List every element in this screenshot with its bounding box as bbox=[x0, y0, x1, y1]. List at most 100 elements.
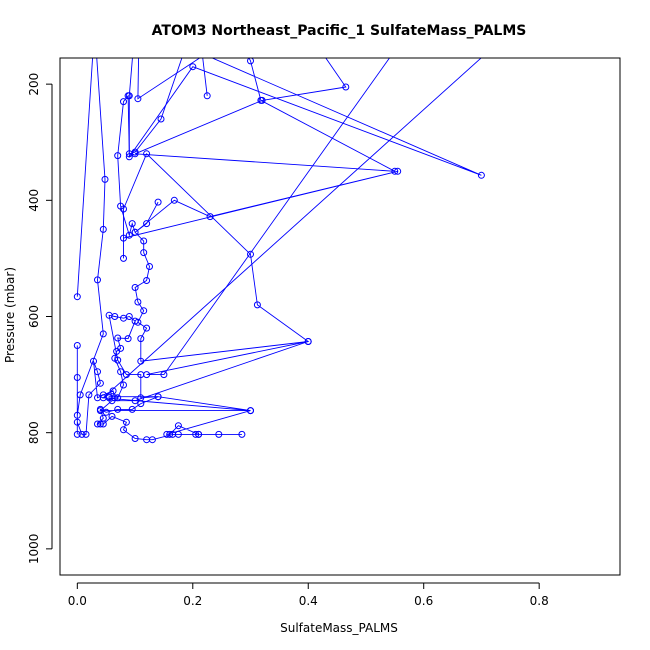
data-point bbox=[160, 371, 168, 379]
data-point bbox=[96, 379, 104, 387]
data-point bbox=[154, 393, 162, 401]
y-axis: 200 400 600 800 1000 bbox=[27, 73, 53, 565]
y-tick-label: 800 bbox=[27, 421, 41, 444]
data-point bbox=[203, 92, 211, 100]
data-point bbox=[342, 83, 350, 91]
data-point bbox=[157, 115, 165, 123]
data-point bbox=[134, 318, 142, 326]
data-point bbox=[117, 368, 125, 376]
data-point bbox=[134, 95, 142, 103]
x-tick-label: 0.4 bbox=[299, 594, 318, 608]
data-point bbox=[137, 335, 145, 343]
data-point bbox=[391, 167, 399, 175]
data-point bbox=[247, 250, 254, 258]
x-axis-label: SulfateMass_PALMS bbox=[280, 621, 398, 635]
data-point bbox=[94, 276, 101, 284]
data-point bbox=[105, 311, 113, 319]
data-point bbox=[99, 420, 107, 428]
data-point bbox=[73, 374, 81, 381]
data-point bbox=[85, 391, 93, 399]
data-point bbox=[170, 196, 178, 204]
data-point bbox=[174, 422, 182, 430]
data-point bbox=[143, 277, 151, 284]
data-point bbox=[120, 381, 127, 389]
data-point bbox=[76, 391, 84, 399]
data-point bbox=[146, 263, 153, 270]
data-point bbox=[140, 249, 148, 257]
data-point bbox=[166, 430, 174, 438]
data-point bbox=[394, 167, 402, 175]
data-point bbox=[120, 234, 127, 242]
data-point bbox=[120, 205, 127, 213]
data-point bbox=[94, 368, 101, 376]
data-point bbox=[137, 400, 145, 408]
data-point bbox=[99, 225, 107, 233]
data-point bbox=[120, 254, 127, 262]
data-point bbox=[247, 407, 254, 415]
data-point bbox=[73, 411, 81, 419]
y-tick-label: 1000 bbox=[27, 534, 41, 565]
data-point bbox=[78, 430, 86, 438]
data-point bbox=[143, 150, 151, 158]
data-point bbox=[131, 150, 139, 158]
data-point bbox=[247, 58, 254, 65]
data-point bbox=[109, 387, 117, 395]
data-point bbox=[477, 171, 485, 179]
data-point bbox=[154, 198, 162, 206]
data-point bbox=[125, 153, 133, 161]
data-point bbox=[82, 430, 90, 438]
data-point bbox=[114, 394, 122, 402]
plot-frame bbox=[59, 57, 621, 576]
data-point bbox=[131, 228, 139, 236]
data-point bbox=[73, 342, 81, 349]
y-tick-label: 400 bbox=[27, 189, 41, 212]
data-point bbox=[73, 430, 81, 438]
data-point bbox=[128, 405, 136, 413]
data-point bbox=[120, 426, 127, 434]
data-point bbox=[174, 430, 182, 438]
data-point bbox=[215, 430, 223, 438]
series-line-3 bbox=[123, 58, 398, 376]
data-point bbox=[195, 430, 203, 438]
data-point bbox=[73, 293, 81, 301]
data-point bbox=[99, 394, 107, 402]
data-point bbox=[140, 307, 148, 315]
data-point bbox=[120, 314, 127, 322]
data-point bbox=[143, 324, 151, 332]
chart-title: ATOM3 Northeast_Pacific_1 SulfateMass_PA… bbox=[152, 23, 527, 39]
data-point bbox=[258, 96, 266, 104]
data-point bbox=[114, 334, 122, 342]
data-point bbox=[114, 405, 122, 413]
data-point bbox=[114, 356, 122, 364]
data-point bbox=[108, 412, 116, 420]
data-point bbox=[206, 213, 214, 221]
data-point bbox=[253, 301, 261, 309]
x-axis: 0.0 0.2 0.4 0.6 0.8 bbox=[68, 582, 549, 608]
data-point bbox=[96, 420, 104, 428]
x-tick-label: 0.0 bbox=[68, 594, 87, 608]
y-tick-label: 200 bbox=[27, 73, 41, 96]
data-point bbox=[163, 430, 171, 438]
data-point bbox=[114, 152, 122, 160]
series-line-2 bbox=[128, 58, 482, 176]
data-point bbox=[96, 407, 104, 415]
data-point bbox=[90, 357, 97, 365]
plot-area bbox=[73, 58, 485, 444]
data-point bbox=[101, 175, 109, 183]
data-point bbox=[140, 237, 148, 245]
data-point bbox=[99, 330, 107, 338]
data-point bbox=[124, 335, 132, 343]
data-point bbox=[120, 98, 127, 106]
data-point bbox=[128, 220, 136, 228]
y-axis-label: Pressure (mbar) bbox=[3, 267, 17, 363]
data-point bbox=[117, 344, 125, 352]
data-point bbox=[125, 231, 133, 239]
data-point bbox=[134, 298, 142, 306]
data-point bbox=[143, 220, 151, 228]
data-point bbox=[148, 436, 156, 444]
data-point bbox=[122, 418, 130, 426]
data-point bbox=[192, 430, 200, 438]
series-line-4 bbox=[102, 58, 482, 412]
